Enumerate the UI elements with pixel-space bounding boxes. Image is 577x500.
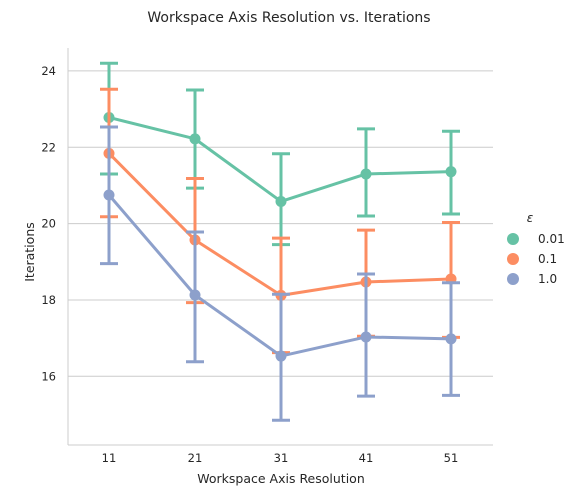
data-point <box>445 333 457 345</box>
data-point <box>103 189 115 201</box>
legend-label: 0.1 <box>538 252 557 266</box>
legend-label: 0.01 <box>538 232 565 246</box>
x-axis-label: Workspace Axis Resolution <box>197 471 365 486</box>
y-tick-label: 20 <box>41 217 56 231</box>
y-tick-labels: 16 18 20 22 24 <box>41 64 56 383</box>
legend-marker <box>507 273 519 285</box>
legend-title: ε <box>527 211 534 225</box>
data-point <box>360 331 372 343</box>
data-point <box>445 166 457 178</box>
x-tick-label: 51 <box>444 451 459 465</box>
plot-area <box>100 61 460 422</box>
y-axis-label: Iterations <box>22 222 37 282</box>
legend-marker <box>507 233 519 245</box>
x-tick-label: 31 <box>274 451 289 465</box>
data-point <box>360 168 372 180</box>
x-tick-label: 21 <box>188 451 203 465</box>
legend-label: 1.0 <box>538 272 557 286</box>
data-point <box>189 133 201 145</box>
series-0.01 <box>100 61 460 247</box>
x-tick-label: 41 <box>359 451 374 465</box>
y-tick-label: 24 <box>41 64 56 78</box>
y-tick-label: 18 <box>41 293 56 307</box>
y-tick-label: 16 <box>41 369 56 383</box>
data-point <box>189 289 201 301</box>
data-point <box>275 350 287 362</box>
chart-title: Workspace Axis Resolution vs. Iterations <box>147 10 430 26</box>
legend-marker <box>507 253 519 265</box>
x-tick-labels: 11 21 31 41 51 <box>102 451 459 465</box>
data-point <box>275 195 287 207</box>
series-1.0 <box>100 125 460 422</box>
y-tick-label: 22 <box>41 140 56 154</box>
legend: ε 0.01 0.1 1.0 <box>507 211 565 286</box>
x-tick-label: 11 <box>102 451 117 465</box>
